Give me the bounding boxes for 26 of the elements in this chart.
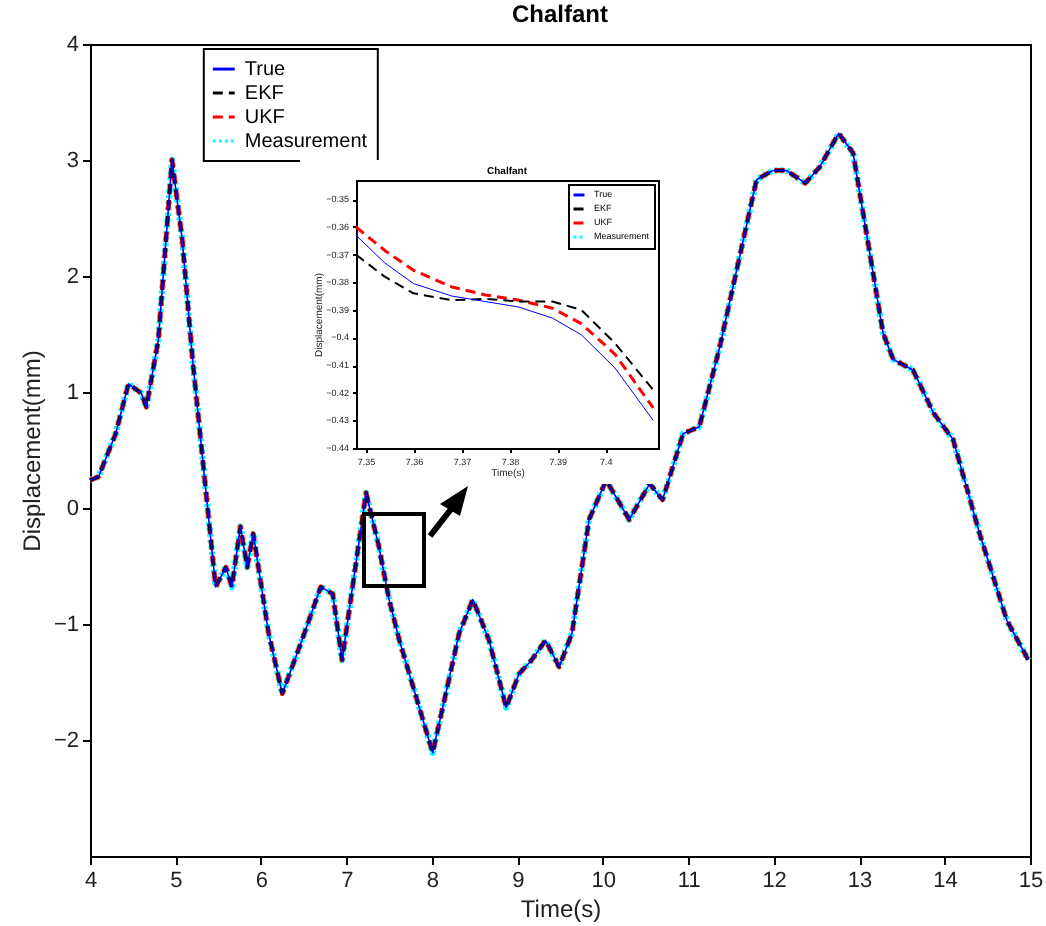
- x-tick-label: 14: [933, 869, 958, 893]
- chart-title: Chalfant: [512, 0, 609, 28]
- x-tick-label: 8: [426, 869, 439, 893]
- x-tick-label: 13: [847, 869, 873, 893]
- legend-label: EKF: [244, 83, 284, 106]
- x-tick-label: 12: [762, 869, 787, 893]
- x-tick-label: 6: [255, 869, 269, 893]
- x-tick-label: 10: [591, 869, 616, 893]
- y-tick-label: 1: [66, 381, 79, 405]
- y-tick-label: 3: [66, 149, 79, 173]
- x-tick-label: 4: [84, 869, 98, 893]
- y-axis-title: Displacement(mm): [17, 350, 46, 552]
- x-tick-label: 7: [341, 869, 354, 893]
- x-tick-label: 15: [1018, 869, 1044, 893]
- legend-label: True: [244, 59, 287, 82]
- y-tick-label: −1: [53, 613, 79, 637]
- x-axis-title: Time(s): [520, 895, 602, 923]
- y-tick-label: 4: [66, 33, 79, 57]
- x-tick-label: 9: [512, 869, 525, 893]
- x-tick-label: 5: [170, 869, 183, 893]
- legend-label: UKF: [244, 107, 285, 130]
- x-tick-label: 11: [677, 869, 701, 893]
- y-tick-label: 2: [66, 265, 79, 289]
- legend-label: Measurement: [244, 131, 368, 154]
- y-tick-label: −2: [53, 729, 79, 753]
- y-tick-label: 0: [66, 497, 79, 521]
